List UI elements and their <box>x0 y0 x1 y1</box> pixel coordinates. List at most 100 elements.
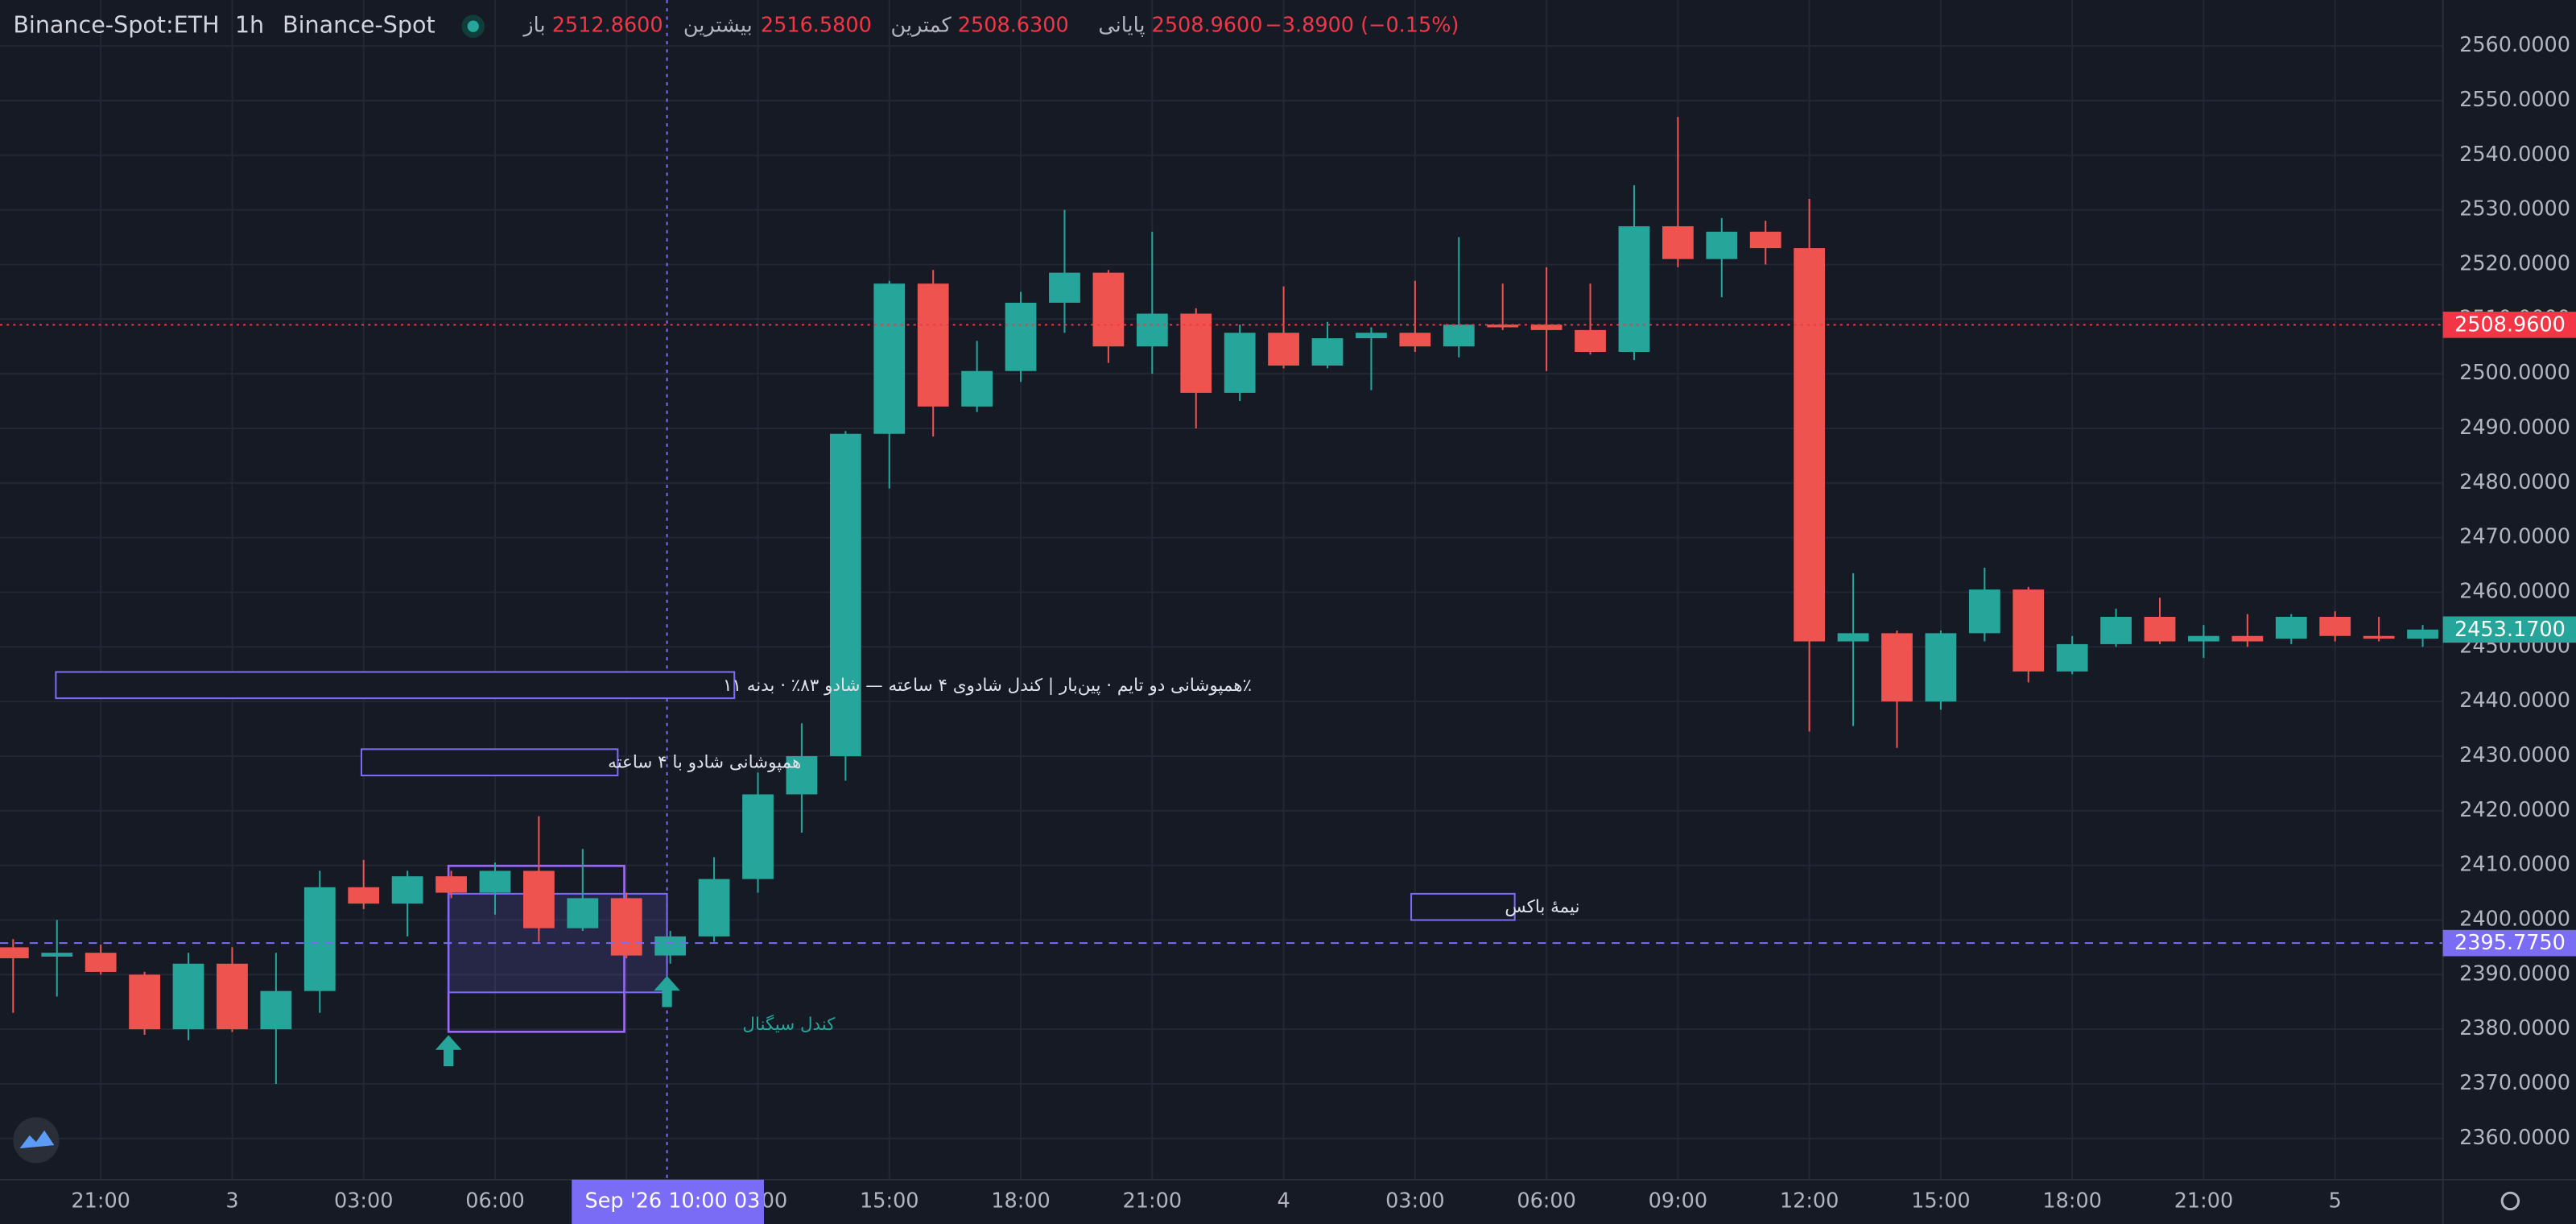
signal-arrow <box>435 1035 462 1067</box>
x-tick-label: 15:00 <box>860 1189 919 1213</box>
candle-body <box>1662 225 1694 259</box>
candle-body <box>129 974 160 1030</box>
ohlc-value: 2508.6300 <box>958 14 1069 38</box>
candle-body <box>786 755 818 795</box>
y-tick-label: 2420.0000 <box>2459 798 2570 822</box>
price-tag <box>2442 312 2576 338</box>
y-tick-label: 2540.0000 <box>2459 143 2570 167</box>
candle-body <box>961 370 993 407</box>
candle-body <box>1618 225 1650 352</box>
candles <box>0 117 2438 1084</box>
ohlc-label: بیشترین <box>683 14 753 38</box>
price-tag-label: 2508.9600 <box>2454 312 2566 337</box>
y-tick-label: 2550.0000 <box>2459 88 2570 112</box>
candle-body <box>1136 313 1168 347</box>
y-tick-label: 2560.0000 <box>2459 33 2570 57</box>
annotation-box <box>1410 892 1516 921</box>
candle-body <box>479 870 511 893</box>
interval: 1h <box>235 11 264 39</box>
x-tick-label: 18:00 <box>991 1189 1051 1213</box>
candle-body <box>1180 313 1212 393</box>
candle-body <box>1881 633 1913 702</box>
candle-body <box>2144 617 2176 642</box>
y-tick-label: 2400.0000 <box>2459 907 2570 931</box>
candle-body <box>2363 635 2395 639</box>
x-tick-label: 21:00 <box>71 1189 130 1213</box>
price-tag-label: 2395.7750 <box>2454 931 2566 955</box>
y-tick-label: 2440.0000 <box>2459 688 2570 713</box>
candle-body <box>742 794 774 879</box>
candle-body <box>1749 231 1781 249</box>
signal-arrow <box>654 975 680 1007</box>
ohlc-label: پایانی <box>1098 14 1145 38</box>
y-tick-label: 2430.0000 <box>2459 743 2570 767</box>
candle-body <box>654 936 687 956</box>
ohlc-value: 2508.9600 <box>1152 14 1263 38</box>
annotation-box <box>55 671 736 700</box>
logo[interactable] <box>13 1117 60 1164</box>
price-tag <box>2442 929 2576 957</box>
candle-body <box>1005 302 1037 371</box>
ohlc-label: کمترین <box>890 14 952 38</box>
x-tick-label: 03:00 <box>1385 1189 1445 1213</box>
candle-body <box>2013 589 2045 672</box>
candle-body <box>1268 333 1299 366</box>
x-tick-label: 3 <box>225 1189 238 1213</box>
settings-icon[interactable] <box>2500 1191 2520 1211</box>
y-tick-label: 2380.0000 <box>2459 1016 2570 1040</box>
candle-body <box>2231 635 2264 642</box>
candle-body <box>1706 231 1738 259</box>
x-tick-label: 18:00 <box>2042 1189 2102 1213</box>
candle-body <box>2407 629 2438 639</box>
x-tick-label: 06:00 <box>1517 1189 1576 1213</box>
candle-body <box>698 879 730 937</box>
candle-body <box>2188 635 2219 642</box>
candle-body <box>2319 617 2351 636</box>
y-tick-label: 2410.0000 <box>2459 853 2570 877</box>
candle-body <box>1356 333 1387 339</box>
y-tick-label: 2500.0000 <box>2459 361 2570 385</box>
candle-body <box>1443 325 1475 347</box>
candle-body <box>567 898 599 928</box>
symbol: Binance-Spot:ETH <box>13 11 219 39</box>
y-tick-label: 2490.0000 <box>2459 416 2570 440</box>
y-tick-label: 2480.0000 <box>2459 470 2570 494</box>
x-tick-label: 03:00 <box>334 1189 394 1213</box>
y-tick-label: 2370.0000 <box>2459 1071 2570 1095</box>
candle-body <box>348 887 380 904</box>
candle-body <box>873 283 906 434</box>
x-tick-label: 21:00 <box>1123 1189 1183 1213</box>
x-tick-label: 12:00 <box>1780 1189 1839 1213</box>
candle-body <box>1049 272 1080 303</box>
x-tick-label: 15:00 <box>1911 1189 1971 1213</box>
exchange: Binance-Spot <box>283 11 436 39</box>
ohlc-value: 2512.8600 <box>552 14 663 38</box>
x-tick-label: 4 <box>1277 1189 1290 1213</box>
candle-body <box>1837 633 1869 642</box>
x-tick-label: 21:00 <box>2174 1189 2234 1213</box>
candle-body <box>610 898 642 956</box>
candle-body <box>523 870 555 928</box>
candle-body <box>917 283 949 407</box>
candle-body <box>391 876 423 904</box>
x-tick-label: 5 <box>2329 1189 2342 1213</box>
x-tick-label: 06:00 <box>465 1189 525 1213</box>
candle-body <box>85 953 117 972</box>
candle-body <box>1794 248 1826 642</box>
x-tick-label: 09:00 <box>1649 1189 1708 1213</box>
candle-body <box>829 433 861 756</box>
candle-body <box>2056 643 2088 672</box>
candle-body <box>1311 338 1344 366</box>
candle-body <box>1224 333 1256 393</box>
ohlc-label: باز <box>522 14 545 38</box>
ohlc-value: 2516.5800 <box>761 14 872 38</box>
status-dot <box>467 20 479 32</box>
change: −3.8900 (−0.15%) <box>1265 14 1459 38</box>
candle-body <box>1487 325 1519 328</box>
price-tag-label: 2453.1700 <box>2454 618 2566 642</box>
annotation: همپوشانی شادو با ۴ ساعته <box>608 753 801 773</box>
candle-body <box>1530 325 1563 330</box>
candle-body <box>41 953 73 957</box>
